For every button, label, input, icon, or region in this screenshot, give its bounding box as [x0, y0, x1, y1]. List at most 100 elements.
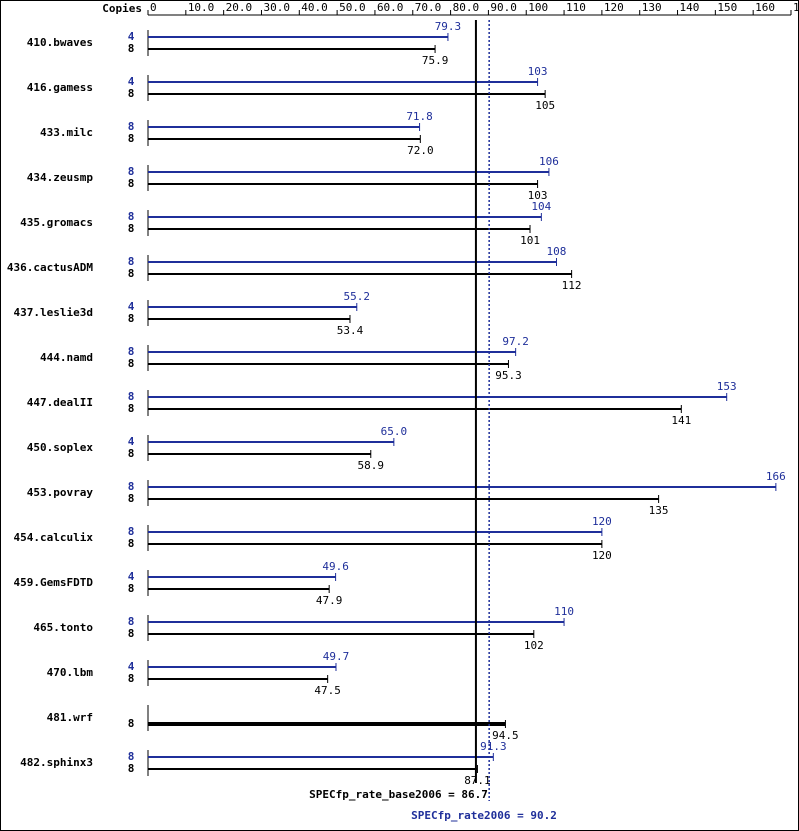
benchmark-label: 481.wrf [47, 711, 93, 724]
x-tick-label: 150 [717, 1, 737, 14]
copies: 4 [128, 30, 135, 43]
x-tick-label: 40.0 [301, 1, 328, 14]
value-label: 49.6 [322, 560, 349, 573]
copies: 8 [128, 345, 135, 358]
copies: 8 [128, 402, 135, 415]
copies: 4 [128, 300, 135, 313]
value-label: 71.8 [406, 110, 433, 123]
benchmark-label: 459.GemsFDTD [14, 576, 94, 589]
benchmark-label: 410.bwaves [27, 36, 93, 49]
x-tick-label: 100 [528, 1, 548, 14]
x-tick-label: 50.0 [339, 1, 366, 14]
copies: 8 [128, 267, 135, 280]
x-tick-label: 90.0 [490, 1, 516, 14]
copies: 8 [128, 132, 135, 145]
value-label: 120 [592, 515, 612, 528]
copies: 8 [128, 447, 135, 460]
copies-header: Copies [102, 2, 142, 15]
copies: 8 [128, 312, 135, 325]
copies: 8 [128, 480, 135, 493]
copies: 8 [128, 750, 135, 763]
x-tick-label: 0 [150, 1, 157, 14]
value-label: 108 [547, 245, 567, 258]
benchmark-label: 465.tonto [33, 621, 93, 634]
value-label: 94.5 [492, 729, 519, 742]
value-label: 72.0 [407, 144, 434, 157]
value-label: 105 [535, 99, 555, 112]
value-label: 106 [539, 155, 559, 168]
copies: 8 [128, 222, 135, 235]
copies: 4 [128, 570, 135, 583]
x-tick-label: 70.0 [415, 1, 442, 14]
value-label: 141 [671, 414, 691, 427]
benchmark-label: 433.milc [40, 126, 93, 139]
x-tick-label: 20.0 [226, 1, 253, 14]
value-label: 53.4 [337, 324, 364, 337]
value-label: 75.9 [422, 54, 449, 67]
x-tick-label: 170 [793, 1, 799, 14]
copies: 8 [128, 177, 135, 190]
copies: 4 [128, 75, 135, 88]
x-tick-label: 30.0 [263, 1, 290, 14]
copies: 8 [128, 255, 135, 268]
copies: 8 [128, 525, 135, 538]
x-tick-label: 130 [642, 1, 662, 14]
copies: 8 [128, 627, 135, 640]
copies: 8 [128, 672, 135, 685]
copies: 8 [128, 390, 135, 403]
reference-label: SPECfp_rate2006 = 90.2 [411, 809, 557, 822]
benchmark-label: 470.lbm [47, 666, 94, 679]
benchmark-label: 450.soplex [27, 441, 94, 454]
value-label: 110 [554, 605, 574, 618]
copies: 8 [128, 42, 135, 55]
benchmark-label: 447.dealII [27, 396, 93, 409]
value-label: 55.2 [344, 290, 371, 303]
value-label: 49.7 [323, 650, 350, 663]
value-label: 97.2 [502, 335, 529, 348]
value-label: 58.9 [358, 459, 385, 472]
value-label: 47.5 [314, 684, 341, 697]
benchmark-label: 435.gromacs [20, 216, 93, 229]
benchmark-label: 436.cactusADM [7, 261, 93, 274]
value-label: 120 [592, 549, 612, 562]
copies: 8 [128, 120, 135, 133]
value-label: 87.1 [464, 774, 491, 787]
value-label: 135 [649, 504, 669, 517]
value-label: 101 [520, 234, 540, 247]
copies: 8 [128, 357, 135, 370]
x-tick-label: 160 [755, 1, 775, 14]
value-label: 103 [528, 65, 548, 78]
value-label: 47.9 [316, 594, 343, 607]
value-label: 79.3 [435, 20, 462, 33]
x-tick-label: 120 [604, 1, 624, 14]
value-label: 102 [524, 639, 544, 652]
value-label: 91.3 [480, 740, 507, 753]
value-label: 153 [717, 380, 737, 393]
copies: 8 [128, 615, 135, 628]
x-tick-label: 10.0 [188, 1, 215, 14]
value-label: 104 [531, 200, 551, 213]
benchmark-label: 437.leslie3d [14, 306, 93, 319]
copies: 8 [128, 492, 135, 505]
benchmark-label: 444.namd [40, 351, 93, 364]
value-label: 95.3 [495, 369, 522, 382]
copies: 8 [128, 762, 135, 775]
value-label: 166 [766, 470, 786, 483]
x-tick-label: 140 [680, 1, 700, 14]
x-tick-label: 80.0 [453, 1, 480, 14]
value-label: 65.0 [381, 425, 408, 438]
benchmark-label: 454.calculix [14, 531, 94, 544]
copies: 4 [128, 660, 135, 673]
copies: 8 [128, 165, 135, 178]
benchmark-label: 434.zeusmp [27, 171, 94, 184]
copies: 8 [128, 87, 135, 100]
benchmark-label: 482.sphinx3 [20, 756, 93, 769]
copies: 8 [128, 717, 135, 730]
copies: 8 [128, 210, 135, 223]
reference-label: SPECfp_rate_base2006 = 86.7 [309, 788, 488, 801]
benchmark-label: 453.povray [27, 486, 94, 499]
value-label: 103 [528, 189, 548, 202]
x-tick-label: 110 [566, 1, 586, 14]
benchmark-label: 416.gamess [27, 81, 93, 94]
